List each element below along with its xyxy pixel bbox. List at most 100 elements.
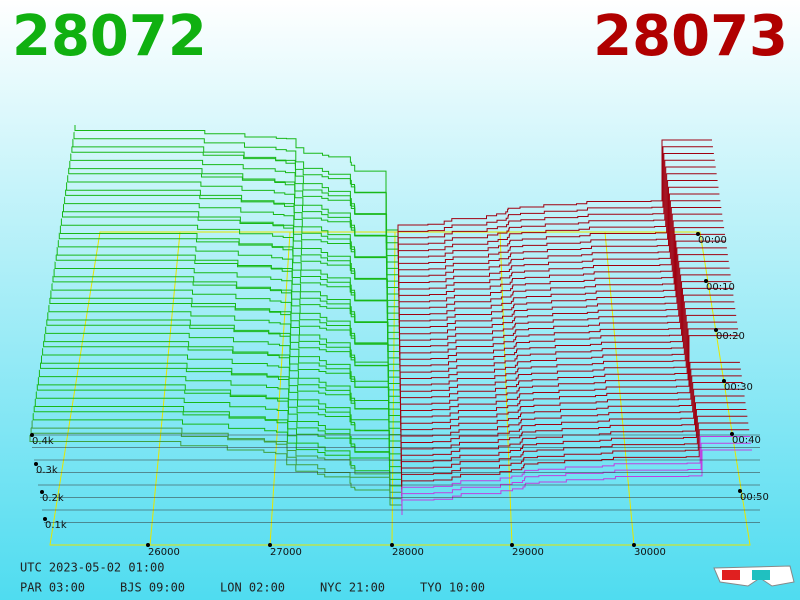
price-label: 27000 xyxy=(270,547,302,558)
bid-layer xyxy=(36,384,402,461)
time-label: 00:40 xyxy=(732,435,761,446)
ask-layer xyxy=(397,146,713,247)
ask-layer xyxy=(401,436,751,503)
bid-layer xyxy=(67,174,399,276)
utc-time: UTC 2023-05-02 01:00 xyxy=(20,561,165,575)
bid-layer xyxy=(64,196,399,295)
bid-layer xyxy=(54,261,400,353)
ask-layer xyxy=(398,179,718,279)
depth-label: 0.4k xyxy=(32,436,54,447)
bid-price: 28072 xyxy=(12,4,207,69)
zone-time: NYC 21:00 xyxy=(320,581,385,595)
bid-layer xyxy=(48,304,401,391)
bid-layer xyxy=(55,254,400,346)
ask-layer xyxy=(398,206,722,304)
price-label: 29000 xyxy=(512,547,544,558)
ask-layer xyxy=(400,409,747,477)
time-label: 00:20 xyxy=(716,331,745,342)
ask-layer xyxy=(400,321,738,413)
ask-layer xyxy=(399,301,735,394)
tick-dot xyxy=(43,517,47,521)
bid-layer xyxy=(65,189,399,289)
glasses-icon xyxy=(713,565,795,587)
bid-layer xyxy=(43,340,401,423)
depth-label: 0.2k xyxy=(42,493,64,504)
zone-time: BJS 09:00 xyxy=(120,581,185,595)
tick-dot xyxy=(730,432,734,436)
price-label: 30000 xyxy=(634,547,666,558)
bid-layer xyxy=(57,239,400,333)
ask-layer xyxy=(401,422,749,490)
depth-label: 0.3k xyxy=(36,465,58,476)
ask-layer xyxy=(399,314,737,407)
tick-dot xyxy=(632,543,636,547)
zone-time: TYO 10:00 xyxy=(420,581,485,595)
ask-layer xyxy=(398,213,723,311)
tick-dot xyxy=(146,543,150,547)
ask-layer xyxy=(400,395,745,464)
tick-dot xyxy=(722,379,726,383)
ask-layer xyxy=(401,442,752,509)
ask-layer xyxy=(397,173,717,272)
bid-layer xyxy=(60,218,400,314)
bid-layer xyxy=(70,153,399,257)
tick-dot xyxy=(696,232,700,236)
depth-label: 0.1k xyxy=(45,520,67,531)
bid-layer xyxy=(40,362,402,442)
ask-price: 28073 xyxy=(593,4,788,69)
ask-layer xyxy=(400,335,739,426)
ask-layer xyxy=(397,139,712,240)
ask-layer xyxy=(399,260,729,356)
ask-layer xyxy=(398,186,719,285)
ask-layer xyxy=(398,220,724,317)
ask-layer xyxy=(400,402,746,471)
bid-layer xyxy=(42,347,401,429)
tick-dot xyxy=(738,489,742,493)
ask-layer xyxy=(399,287,733,381)
ask-layer xyxy=(399,254,728,349)
bid-layer xyxy=(34,398,402,474)
time-label: 00:00 xyxy=(698,235,727,246)
price-label: 28000 xyxy=(392,547,424,558)
tick-dot xyxy=(34,462,38,466)
zone-time: LON 02:00 xyxy=(220,581,285,595)
ask-layer xyxy=(399,267,730,362)
bid-layer xyxy=(68,167,399,269)
tick-dot xyxy=(30,433,34,437)
bid-layer xyxy=(49,297,401,384)
ask-layer xyxy=(401,429,750,496)
bid-layer xyxy=(44,333,401,416)
bid-layer xyxy=(45,326,401,410)
ask-layer xyxy=(398,193,720,292)
ask-layer xyxy=(398,227,725,324)
bid-layer xyxy=(46,319,401,404)
bid-layer xyxy=(74,125,398,231)
ask-layer xyxy=(399,274,731,368)
bid-layer xyxy=(32,412,402,487)
tick-dot xyxy=(714,328,718,332)
tick-dot xyxy=(268,543,272,547)
ask-layer xyxy=(400,328,739,420)
bid-layer xyxy=(73,131,399,237)
ask-layer xyxy=(399,294,734,388)
bid-layer xyxy=(71,146,399,250)
ask-layer xyxy=(400,388,744,458)
bid-layer xyxy=(62,211,400,308)
ask-layer xyxy=(401,449,752,515)
ask-layer xyxy=(400,382,743,452)
bid-layer xyxy=(51,283,401,372)
ask-layer xyxy=(398,233,726,330)
bid-layer xyxy=(41,355,401,436)
ask-layer xyxy=(397,152,714,253)
time-label: 00:10 xyxy=(706,282,735,293)
bid-layer xyxy=(29,435,402,506)
time-label: 00:30 xyxy=(724,382,753,393)
ask-layer xyxy=(401,415,748,484)
tick-dot xyxy=(510,543,514,547)
depth-layers xyxy=(29,125,760,523)
ask-layer xyxy=(399,281,732,375)
ask-layer xyxy=(398,200,721,298)
ask-layer xyxy=(400,375,742,445)
